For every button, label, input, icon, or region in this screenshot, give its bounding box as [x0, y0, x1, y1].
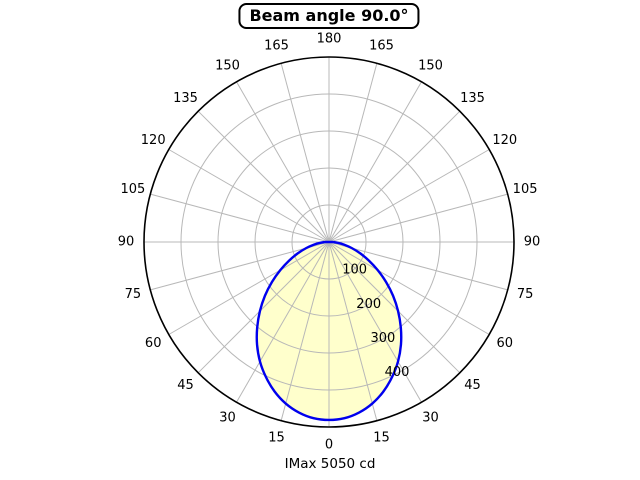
angle-label-R15: 15 — [373, 431, 390, 446]
r-label-400: 400 — [385, 365, 410, 380]
outer-circle — [143, 56, 515, 428]
polar-spoke-315 — [197, 241, 330, 374]
angle-label-R150: 150 — [418, 59, 443, 74]
polar-spoke-255 — [150, 193, 330, 243]
polar-spoke-165 — [328, 63, 378, 243]
imax-label: IMax 5050 cd — [284, 456, 376, 472]
polar-spoke-105 — [328, 193, 508, 243]
angle-label-R90: 90 — [524, 235, 541, 250]
angle-label-L120: 120 — [141, 133, 166, 148]
angle-label-L60: 60 — [145, 336, 162, 351]
angle-label-R75: 75 — [517, 287, 534, 302]
chart-title: Beam angle 90.0° — [249, 6, 409, 25]
angle-label-R120: 120 — [492, 133, 517, 148]
polar-spoke-45 — [328, 241, 461, 374]
r-label-200: 200 — [356, 297, 381, 312]
beam-curve — [255, 240, 403, 422]
angle-label-L135: 135 — [173, 91, 198, 106]
polar-spoke-150 — [328, 81, 422, 243]
polar-spoke-300 — [168, 241, 330, 335]
polar-spoke-330 — [236, 241, 330, 403]
angle-label-L105: 105 — [120, 182, 145, 197]
polar-spoke-75 — [328, 241, 508, 291]
polar-spoke-30 — [328, 241, 422, 403]
angle-label-R135: 135 — [460, 91, 485, 106]
angle-label-R30: 30 — [422, 410, 439, 425]
angle-label-R105: 105 — [513, 182, 538, 197]
polar-spoke-240 — [168, 149, 330, 243]
angle-label-R180: 180 — [317, 32, 342, 47]
angle-label-L75: 75 — [125, 287, 142, 302]
angle-label-L150: 150 — [215, 59, 240, 74]
angle-label-L90: 90 — [118, 235, 135, 250]
angle-label-R45: 45 — [464, 378, 481, 393]
polar-spoke-60 — [328, 241, 490, 335]
r-label-100: 100 — [342, 263, 367, 278]
angle-label-R165: 165 — [369, 38, 394, 53]
polar-spoke-135 — [328, 110, 461, 243]
polar-spoke-345 — [280, 241, 330, 421]
r-label-300: 300 — [371, 331, 396, 346]
angle-label-R60: 60 — [497, 336, 514, 351]
chart-title-box: Beam angle 90.0° — [238, 3, 420, 29]
polar-spoke-210 — [236, 81, 330, 243]
angle-label-L30: 30 — [219, 410, 236, 425]
angle-label-L165: 165 — [264, 38, 289, 53]
polar-spoke-195 — [280, 63, 330, 243]
angle-label-L45: 45 — [177, 378, 194, 393]
polar-spoke-120 — [328, 149, 490, 243]
angle-label-L15: 15 — [268, 431, 285, 446]
polar-spoke-285 — [150, 241, 330, 291]
polar-spoke-15 — [328, 241, 378, 421]
angle-label-R0: 0 — [325, 438, 333, 453]
polar-spoke-225 — [197, 110, 330, 243]
